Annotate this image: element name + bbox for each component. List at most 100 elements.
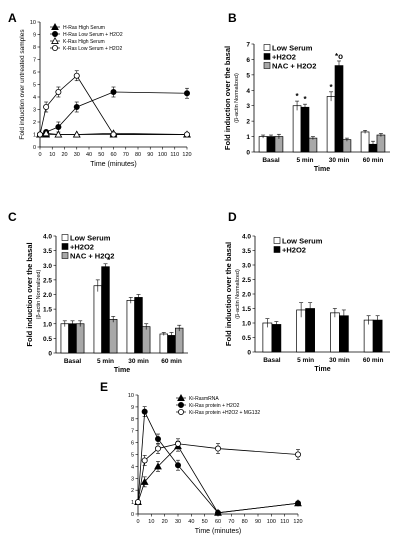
category-label-2: 5 min [97,358,114,365]
x-axis-title-2: Time [114,367,130,374]
bar-3-1-1 [305,308,315,353]
y-axis-title-2: Fold induction over the basal [25,242,34,346]
y-tick-label-4: 6 [131,441,134,447]
legend-marker-0-0 [51,22,59,30]
y-tick-label-3: 0 [247,350,251,357]
data-point-0-2 [72,130,81,138]
bar-1-2-1 [308,137,318,153]
significance-mark-1: * [303,95,307,104]
legend-label-0-1: H-Ras Low Serum + H2O2 [63,32,123,38]
data-point-0-3 [55,89,62,96]
series-line-4-2 [137,443,299,503]
y-tick-label-0: 4 [33,95,36,101]
x-tick-label-4: 10 [148,519,154,525]
x-tick-label-4: 0 [136,519,139,525]
y-tick-label-2: 1.0 [43,321,52,328]
y-tick-label-3: 1.0 [242,321,251,328]
x-tick-label-0: 40 [86,152,92,158]
legend-swatch-3-1 [273,246,281,253]
y-tick-label-3: 2.5 [242,277,251,284]
legend-swatch-2-1 [61,243,69,250]
x-tick-label-4: 90 [255,519,261,525]
y-tick-label-1: 1 [246,134,250,141]
data-point-0-2 [54,130,63,138]
x-tick-label-4: 60 [215,519,221,525]
category-label-3: 30 min [329,357,350,364]
legend-marker-4-0 [177,393,185,401]
bar-1-0-1 [292,105,302,153]
bar-2-2-2 [142,326,151,354]
bar-1-1-0 [266,136,276,153]
category-label-3: 5 min [297,357,314,364]
category-label-2: 30 min [128,358,149,365]
y-tick-label-0: 5 [33,83,36,89]
x-tick-label-0: 70 [123,152,129,158]
y-axis-title-0: Fold induction over untreated samples [19,29,26,140]
x-tick-label-4: 80 [242,519,248,525]
y-axis-title-1: Fold induction over the basal [223,46,232,150]
y-axis-subtitle-3: (β-actin Normalized) [235,269,241,319]
legend-marker-4-2 [177,408,184,415]
y-axis-title-3: Fold induction over the basal [224,242,233,346]
legend-label-4-1: Ki-Ras protein + H2O2 [189,403,240,409]
category-label-1: 5 min [297,157,314,164]
y-tick-label-0: 1 [33,133,36,139]
data-point-0-3 [73,72,80,79]
bar-1-0-0 [258,136,268,153]
bar-2-0-0 [60,323,70,354]
x-tick-label-0: 10 [49,152,55,158]
data-point-4-1 [174,462,181,469]
y-tick-label-2: 3.0 [43,263,52,270]
bar-3-0-3 [363,319,374,353]
data-point-4-1 [141,408,148,415]
y-tick-label-1: 7 [246,42,250,49]
bar-2-0-1 [93,285,102,354]
data-point-4-1 [214,509,221,516]
data-point-0-3 [43,104,50,111]
y-axis-subtitle-1: (β-actin Normalized) [234,73,240,123]
bar-2-2-3 [175,327,184,354]
data-point-0-3 [110,131,117,138]
series-line-0-1 [39,91,188,135]
bar-2-2-0 [75,323,85,354]
bar-3-1-0 [271,324,282,353]
y-tick-label-1: 2 [246,119,250,126]
legend-label-1-2: NAC + H2O2 [272,62,316,71]
data-point-4-1 [294,500,301,507]
category-label-3: Basal [263,357,281,364]
x-axis-title-4: Time (minutes) [195,528,241,535]
x-axis-title-0: Time (minutes) [90,161,136,168]
y-tick-label-4: 8 [131,417,134,423]
legend-marker-0-1 [52,30,59,37]
x-tick-label-0: 120 [182,152,191,158]
panel-letter-a: A [8,11,17,25]
data-point-4-2 [174,440,181,447]
bar-2-1-1 [101,266,110,354]
x-tick-label-0: 60 [110,152,116,158]
data-point-4-2 [294,451,301,458]
panel-letter-d: D [228,210,237,224]
legend-swatch-1-0 [263,44,271,51]
y-tick-label-4: 3 [131,476,134,482]
y-tick-label-3: 3.5 [242,248,251,255]
data-point-0-1 [183,90,190,97]
y-tick-label-1: 0 [246,150,250,157]
bar-1-1-1 [300,106,310,153]
x-tick-label-4: 100 [267,519,276,525]
x-tick-label-0: 0 [38,152,41,158]
data-point-0-1 [55,124,62,131]
y-tick-label-4: 5 [131,453,134,459]
significance-mark-1: * [296,92,300,101]
x-tick-label-4: 40 [188,519,194,525]
x-tick-label-0: 80 [135,152,141,158]
y-tick-label-4: 9 [131,405,134,411]
bar-2-1-0 [68,323,77,354]
legend-label-2-1: +H2O2 [70,243,94,252]
bar-1-2-3 [376,134,386,153]
y-tick-label-0: 3 [33,108,36,114]
legend-label-1-0: Low Serum [272,44,313,53]
y-tick-label-2: 2.0 [43,292,52,299]
x-tick-label-4: 120 [293,519,302,525]
legend-label-3-0: Low Serum [282,237,323,246]
data-point-4-2 [214,445,221,452]
